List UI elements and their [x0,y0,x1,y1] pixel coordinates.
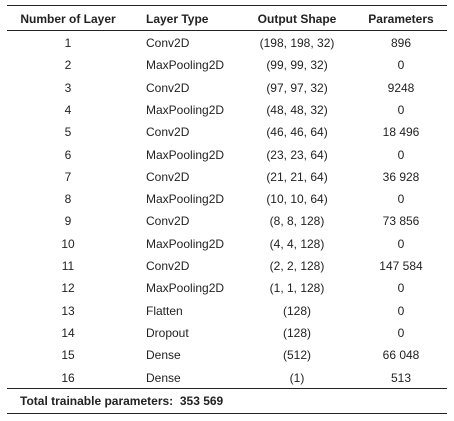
cell: 0 [397,58,405,73]
cell: 15 [61,348,75,363]
cell: 4 [64,102,72,117]
header-cell: Number of Layer [20,12,116,26]
cell: 9 [64,214,72,229]
header-cell: Layer Type [146,12,209,26]
cell: 3 [64,80,72,95]
cell: MaxPooling2D [146,236,225,251]
cell: MaxPooling2D [146,192,225,207]
cell: 7 [64,169,72,184]
cell: (128) [282,303,312,318]
cell: Conv2D [146,259,190,273]
cell: 0 [397,325,405,340]
cell: 10 [61,236,75,251]
cell: MaxPooling2D [146,102,225,117]
cell: 896 [390,36,412,50]
cell: 0 [397,192,405,207]
cell: Conv2D [146,80,190,95]
body-rule [7,388,447,389]
cell: 8 [64,192,72,207]
cell: Conv2D [146,169,190,184]
cell: 18 496 [382,125,420,140]
cell: MaxPooling2D [146,281,225,296]
cell: 13 [61,303,75,318]
footer-label: Total trainable parameters: [20,394,174,408]
cell: 36 928 [382,169,420,184]
cell: (8, 8, 128) [269,214,325,229]
cell: (23, 23, 64) [266,147,328,162]
cell: 1 [64,36,72,50]
cell: (1, 1, 128) [269,281,325,296]
cell: 73 856 [382,214,420,229]
cell: Conv2D [146,214,190,229]
footer: Total trainable parameters: 353 569 [20,394,223,408]
cell: 0 [397,102,405,117]
cell: 66 048 [382,348,420,363]
cell: (512) [282,348,312,363]
cell: (21, 21, 64) [266,169,328,184]
cell: (97, 97, 32) [266,80,328,95]
cell: Dense [146,370,181,385]
footer-value: 353 569 [179,394,224,408]
cell: 147 584 [379,259,423,273]
cell: 16 [61,370,75,385]
cell: Flatten [146,303,183,318]
cell: (198, 198, 32) [259,36,335,50]
cell: (128) [282,325,312,340]
cell: 0 [397,236,405,251]
cell: (1) [289,370,305,385]
cell: (46, 46, 64) [266,125,328,140]
cell: Conv2D [146,36,190,50]
cell: 6 [64,147,72,162]
cell: 0 [397,281,405,296]
cell: 513 [390,370,412,385]
cell: (10, 10, 64) [266,192,328,207]
bottom-rule [7,413,447,415]
cell: MaxPooling2D [146,58,225,73]
cell: (2, 2, 128) [269,259,325,273]
cell: Dense [146,348,181,363]
cell: 5 [64,125,72,140]
header-cell: Output Shape [257,12,337,26]
cell: 2 [64,58,72,73]
cell: (4, 4, 128) [269,236,325,251]
top-rule [7,5,447,7]
cell: Dropout [146,325,189,340]
cell: 0 [397,303,405,318]
cell: (99, 99, 32) [266,58,328,73]
cell: MaxPooling2D [146,147,225,162]
cell: 12 [61,281,75,296]
cell: (48, 48, 32) [266,102,328,117]
header-rule [7,30,447,31]
cell: 14 [61,325,75,340]
cell: 11 [61,259,75,273]
cell: 0 [397,147,405,162]
cell: Conv2D [146,125,190,140]
cell: 9248 [387,80,415,95]
header-cell: Parameters [368,12,434,26]
